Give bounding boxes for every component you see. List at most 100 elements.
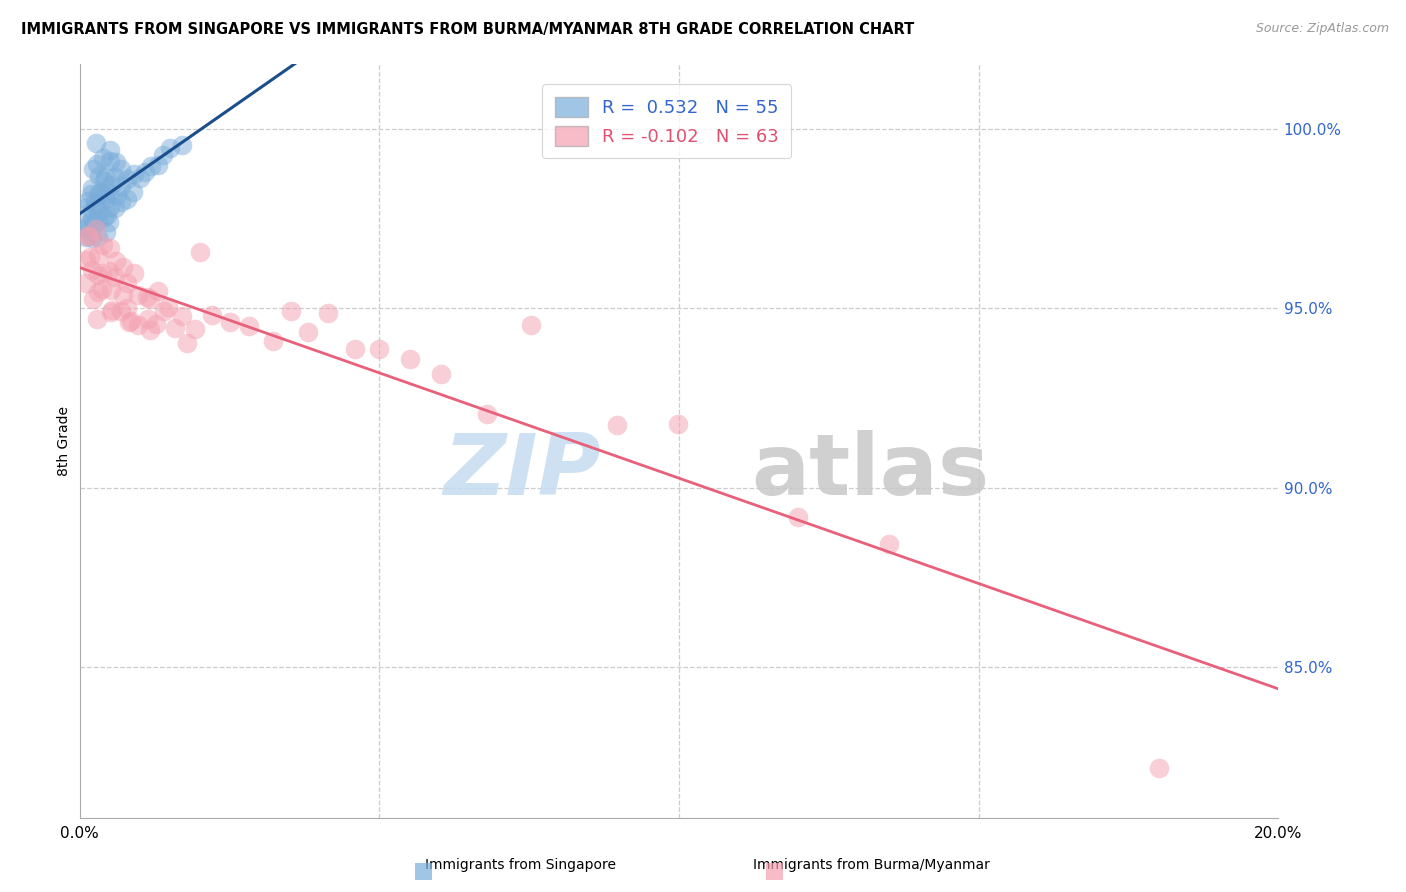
Point [117,276,139,290]
Point [104,201,127,215]
Point [73,219,96,234]
Point [104,169,127,184]
Point [280,303,302,318]
Point [127,288,149,302]
Point [877,537,900,551]
Point [262,334,284,348]
Point [238,318,260,333]
Point [91,266,114,280]
Point [139,292,162,306]
Point [87,169,110,183]
Point [80,202,103,217]
Point [110,178,132,193]
Point [136,312,159,326]
Point [120,313,142,327]
Point [146,158,169,172]
Point [84,136,107,150]
Point [129,170,152,185]
Text: Source: ZipAtlas.com: Source: ZipAtlas.com [1256,22,1389,36]
Point [110,162,132,177]
Text: ZIP: ZIP [443,430,600,513]
Point [98,263,121,277]
Point [134,165,156,179]
Point [100,178,122,192]
Point [98,186,121,200]
Point [96,193,118,207]
Point [86,311,108,326]
Point [93,210,115,224]
Point [105,188,128,202]
Point [77,229,100,244]
Point [98,154,121,169]
Point [87,285,110,299]
Point [172,138,194,153]
Point [75,253,97,268]
Point [105,155,128,169]
Point [297,325,319,339]
Point [100,305,122,319]
Point [98,200,121,214]
Point [94,225,117,239]
Legend: R =  0.532   N = 55, R = -0.102   N = 63: R = 0.532 N = 55, R = -0.102 N = 63 [543,85,792,159]
Point [430,367,453,381]
Point [75,201,97,215]
Point [104,269,127,284]
Point [112,288,135,302]
Point [152,148,174,162]
Point [104,254,127,268]
Point [159,141,181,155]
Point [100,302,122,317]
Text: Immigrants from Singapore: Immigrants from Singapore [425,858,616,872]
Point [122,168,145,182]
Point [84,194,107,209]
Point [343,342,366,356]
Point [184,322,207,336]
Point [146,284,169,298]
Point [80,211,103,226]
Point [86,229,108,244]
Point [201,308,224,322]
Y-axis label: 8th Grade: 8th Grade [58,406,72,476]
Text: Immigrants from Burma/Myanmar: Immigrants from Burma/Myanmar [754,858,990,872]
Point [98,143,121,157]
Point [73,221,96,235]
Point [80,180,103,194]
Point [96,208,118,222]
Point [75,229,97,244]
Point [157,301,180,315]
Point [399,352,422,367]
Point [82,292,104,306]
Point [786,510,808,524]
Point [86,186,108,201]
Point [80,186,103,201]
Point [94,187,117,202]
Point [87,248,110,262]
Point [83,215,105,229]
Point [118,315,141,329]
Point [100,283,122,297]
Text: IMMIGRANTS FROM SINGAPORE VS IMMIGRANTS FROM BURMA/MYANMAR 8TH GRADE CORRELATION: IMMIGRANTS FROM SINGAPORE VS IMMIGRANTS … [21,22,914,37]
Point [91,151,114,165]
Point [82,161,104,176]
Point [90,185,112,199]
Point [86,222,108,236]
Point [218,315,240,329]
Point [368,342,391,356]
Point [98,215,121,229]
Point [87,214,110,228]
Point [77,216,100,230]
Point [93,170,115,185]
Point [76,228,98,243]
Point [111,260,134,274]
Point [475,407,498,421]
Point [110,304,132,318]
Point [87,205,110,219]
Point [153,304,176,318]
Point [82,262,104,277]
Point [91,238,114,252]
Point [135,290,157,304]
Text: atlas: atlas [751,430,988,513]
Point [145,318,167,332]
Point [75,276,97,290]
Point [170,309,193,323]
